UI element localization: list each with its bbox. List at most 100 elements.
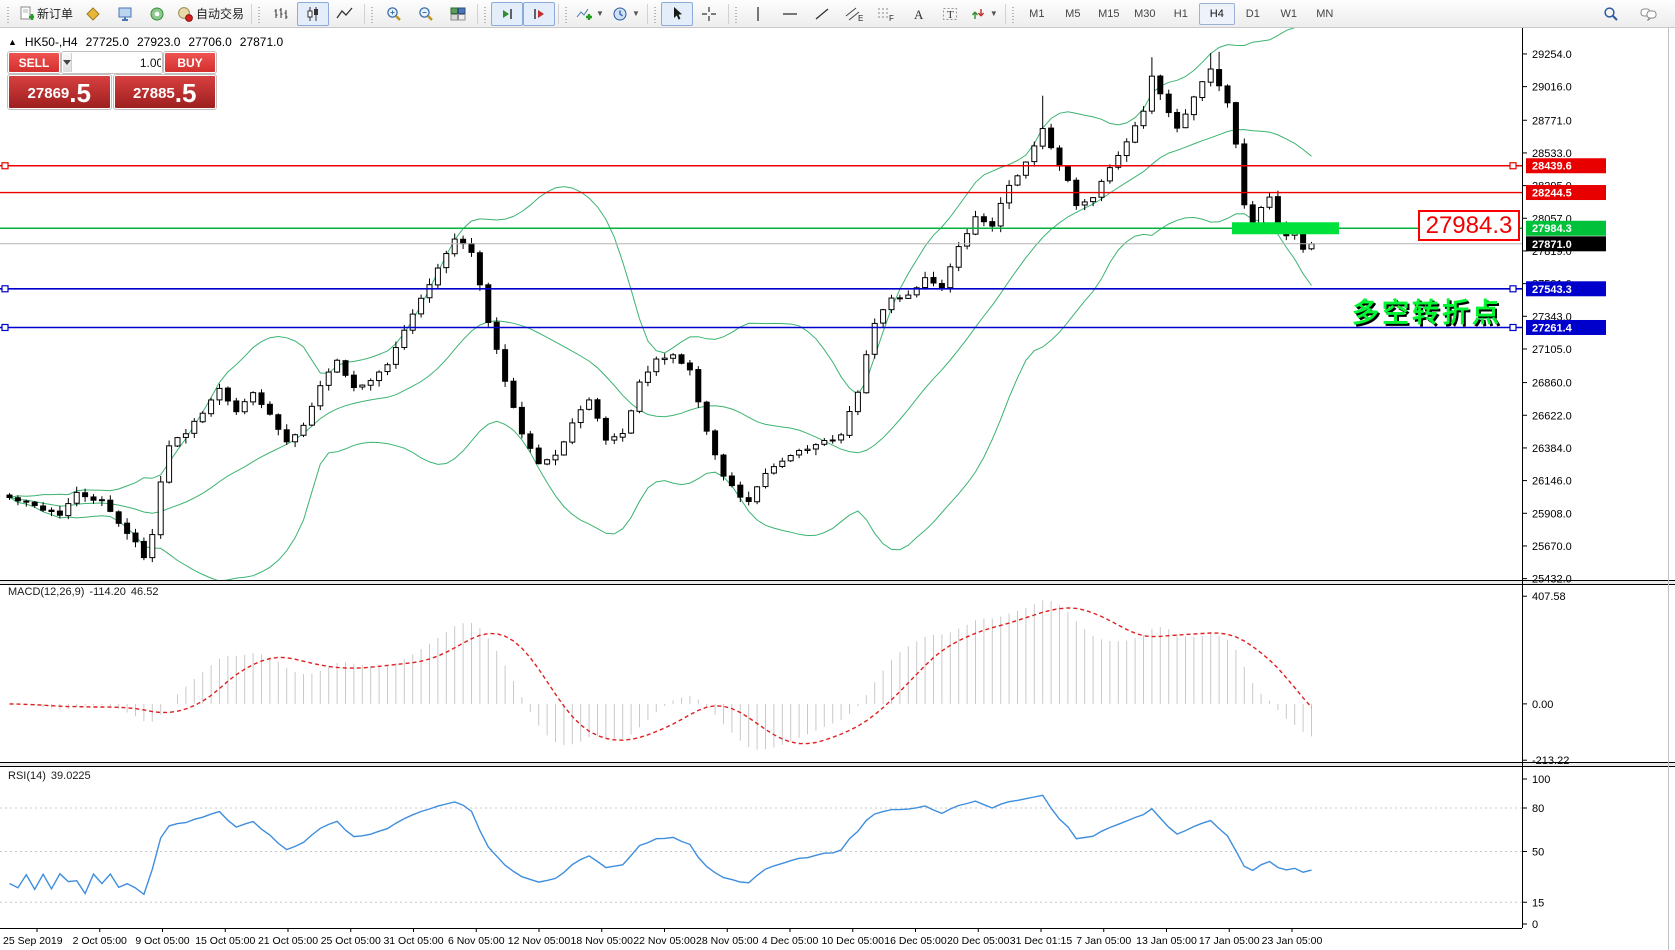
timeframe-M1-button[interactable]: M1 (1019, 3, 1055, 25)
horizontal-line-27261.4[interactable] (0, 323, 1522, 332)
rsi-name: RSI(14) (8, 770, 46, 782)
panel-divider[interactable] (0, 762, 1675, 767)
horizontal-line-28439.6[interactable] (0, 162, 1522, 170)
vertical-line-icon[interactable] (742, 2, 774, 26)
profiles-icon (85, 6, 101, 22)
timeframe-W1-button[interactable]: W1 (1271, 3, 1307, 25)
svg-text:26860.0: 26860.0 (1532, 378, 1572, 390)
line-chart-icon[interactable] (329, 2, 361, 26)
svg-text:16 Dec 05:00: 16 Dec 05:00 (884, 935, 947, 947)
timeframe-M15-button[interactable]: M15 (1091, 3, 1127, 25)
svg-text:2 Oct 05:00: 2 Oct 05:00 (73, 935, 127, 947)
bar-chart-icon (272, 6, 290, 22)
chat-icon[interactable] (1633, 2, 1665, 26)
toolbar-grip[interactable] (733, 4, 739, 23)
line-handle[interactable] (1, 323, 9, 332)
bar-chart-icon[interactable] (265, 2, 297, 26)
candles (6, 51, 1315, 563)
arrows-icon[interactable]: ▼ (966, 2, 1002, 26)
periods-icon[interactable]: ▼ (608, 2, 644, 26)
toolbar-grip[interactable] (370, 4, 376, 23)
search-icon[interactable] (1595, 2, 1627, 26)
crosshair-icon[interactable] (693, 2, 725, 26)
autotrade-icon (177, 6, 193, 22)
macd-name: MACD(12,26,9) (8, 586, 85, 598)
horizontal-line-27543.3[interactable] (0, 285, 1522, 293)
line-handle[interactable] (1, 285, 9, 293)
vertical-line-icon (751, 6, 765, 22)
svg-text:0: 0 (1532, 919, 1538, 931)
candlestick-icon[interactable] (297, 1, 330, 26)
zoom-out-icon[interactable] (410, 2, 442, 26)
toolbar-grip[interactable] (6, 4, 11, 23)
panel-divider[interactable] (0, 580, 1675, 585)
line-handle[interactable] (1, 162, 9, 170)
chevron-down-icon[interactable]: ▼ (631, 9, 640, 18)
timeframe-H1-button[interactable]: H1 (1163, 3, 1199, 25)
timeframe-M5-button[interactable]: M5 (1055, 3, 1091, 25)
sell-button[interactable]: SELL (7, 51, 61, 74)
timeframe-M30-button[interactable]: M30 (1127, 3, 1163, 25)
buy-button[interactable]: BUY (163, 51, 217, 74)
svg-text:-213.22: -213.22 (1532, 755, 1569, 767)
toolbar-grip[interactable] (257, 4, 263, 23)
trendline-icon[interactable] (806, 2, 838, 26)
svg-text:22 Nov 05:00: 22 Nov 05:00 (633, 935, 696, 947)
svg-text:0.00: 0.00 (1532, 699, 1553, 711)
autotrade-icon[interactable]: 自动交易 (173, 2, 248, 26)
timeframe-D1-button[interactable]: D1 (1235, 3, 1271, 25)
label-icon[interactable]: T (934, 2, 966, 26)
chevron-down-icon[interactable]: ▼ (989, 9, 998, 18)
rsi-line (9, 794, 1312, 896)
button-label: M15 (1098, 7, 1120, 20)
collapse-panel-icon[interactable]: ▲ (8, 37, 17, 47)
button-label: H1 (1173, 7, 1188, 20)
zoom-in-icon (386, 6, 402, 22)
timeframe-MN-button[interactable]: MN (1307, 3, 1343, 25)
equidistant-channel-icon[interactable]: E (838, 2, 870, 26)
new-order-icon[interactable]: 新订单 (14, 2, 77, 26)
volume-input[interactable] (71, 53, 161, 72)
toolbar-grip[interactable] (1010, 4, 1016, 23)
indicators-icon[interactable]: ▼ (572, 2, 608, 26)
chevron-down-icon[interactable]: ▼ (596, 9, 604, 18)
svg-text:13 Jan 05:00: 13 Jan 05:00 (1136, 935, 1197, 947)
chart-shift-icon[interactable] (523, 1, 556, 26)
price-chart[interactable]: 29254.029016.028771.028533.028295.028057… (0, 28, 1675, 950)
fibonacci-icon[interactable]: F (870, 2, 902, 26)
buy-price[interactable]: 27885.5 (112, 74, 217, 110)
line-handle[interactable] (1509, 162, 1517, 170)
toolbar-separator (1004, 3, 1006, 24)
volume-down-button[interactable] (63, 53, 71, 72)
toolbar-grip[interactable] (652, 4, 658, 23)
ohlc-open: 27725.0 (85, 35, 129, 49)
tile-windows-icon[interactable] (442, 2, 474, 26)
scroll-to-end-icon[interactable] (491, 1, 524, 26)
cursor-icon[interactable] (660, 1, 693, 26)
text-icon[interactable]: A (902, 2, 934, 26)
svg-text:21 Oct 05:00: 21 Oct 05:00 (258, 935, 318, 947)
toolbar-grip[interactable] (483, 4, 489, 23)
buy-price-frac: .5 (174, 78, 197, 108)
rsi-label: RSI(14) 39.0225 (8, 770, 91, 782)
horizontal-line-icon[interactable] (774, 2, 806, 26)
support-zone-rectangle[interactable] (1232, 222, 1339, 235)
svg-text:F: F (889, 14, 894, 22)
button-label: 新订单 (37, 7, 74, 21)
line-handle[interactable] (1509, 285, 1517, 293)
zoom-in-icon[interactable] (378, 2, 410, 26)
timeframe-H4-button[interactable]: H4 (1198, 2, 1235, 25)
svg-text:31 Oct 05:00: 31 Oct 05:00 (383, 935, 443, 947)
price-callout[interactable]: 27984.3 (1418, 210, 1520, 241)
svg-text:6 Nov 05:00: 6 Nov 05:00 (448, 935, 505, 947)
profiles-icon[interactable] (77, 2, 109, 26)
turning-point-annotation[interactable]: 多空转折点 (1352, 298, 1502, 329)
svg-text:29254.0: 29254.0 (1532, 49, 1572, 61)
toolbar-grip[interactable] (564, 4, 570, 23)
sell-price[interactable]: 27869.5 (7, 74, 112, 110)
navigator-icon[interactable] (141, 2, 173, 26)
line-handle[interactable] (1509, 323, 1517, 332)
svg-text:18 Nov 05:00: 18 Nov 05:00 (571, 935, 634, 947)
market-watch-icon[interactable] (109, 2, 141, 26)
